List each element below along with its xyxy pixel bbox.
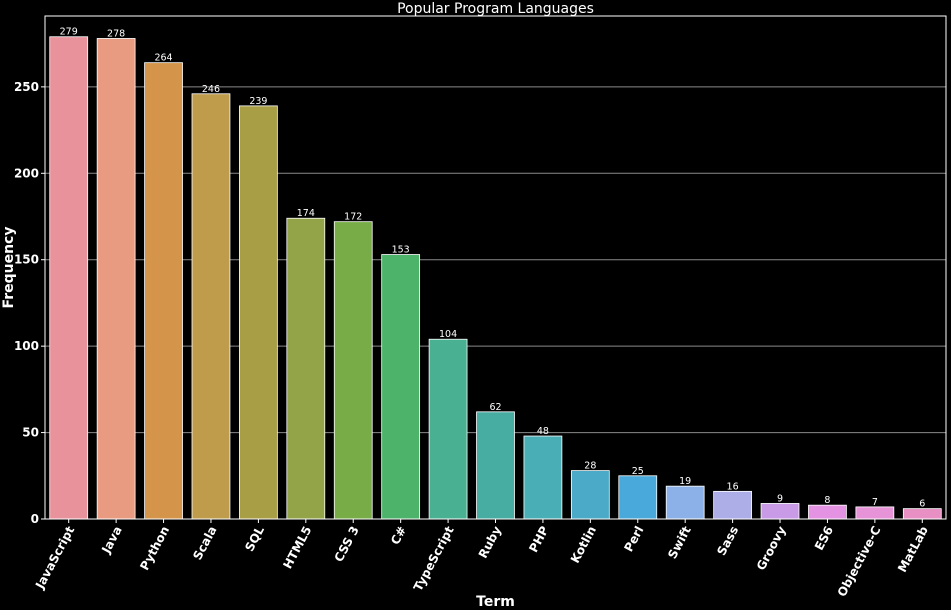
x-tick-label: Ruby xyxy=(476,524,504,561)
y-axis: 0 50 100 150 200 250 xyxy=(14,80,45,526)
y-tick-label: 200 xyxy=(14,166,39,180)
bar-value-label: 6 xyxy=(919,499,925,510)
bars xyxy=(49,36,942,520)
bar-kotlin xyxy=(570,470,610,520)
x-tick-label: JavaScript xyxy=(32,524,77,592)
bar-value-label: 7 xyxy=(872,497,878,508)
x-tick-label: SQL xyxy=(242,524,267,554)
bar-value-label: 9 xyxy=(777,493,783,504)
bar-value-label: 8 xyxy=(824,495,830,506)
bar-perl xyxy=(618,475,658,520)
x-tick-label: Python xyxy=(137,524,172,573)
bar-value-label: 104 xyxy=(439,329,457,340)
x-tick-label: C# xyxy=(388,524,409,547)
x-tick-label: Swift xyxy=(665,524,694,562)
x-tick-label: PHP xyxy=(526,524,551,555)
y-axis-label: Frequency xyxy=(1,227,17,309)
bar-value-label: 62 xyxy=(489,402,501,413)
bar-groovy xyxy=(760,503,800,520)
x-axis: JavaScript Java Python Scala SQL HTML5 CSS 3 C#… xyxy=(32,519,931,599)
bar-css-3 xyxy=(333,221,373,520)
bar-sql xyxy=(239,105,278,520)
bar-sass xyxy=(713,490,752,520)
bar-value-label: 246 xyxy=(202,84,220,95)
y-tick-label: 250 xyxy=(14,80,39,94)
x-tick-label: Scala xyxy=(190,524,219,562)
bar-value-label: 264 xyxy=(154,53,172,64)
x-tick-label: Perl xyxy=(621,524,646,554)
x-axis-label: Term xyxy=(476,594,515,610)
y-tick-label: 0 xyxy=(31,512,39,526)
y-tick-label: 100 xyxy=(14,339,39,353)
bar-ruby xyxy=(476,411,515,520)
bar-value-label: 278 xyxy=(107,28,125,39)
x-tick-label: MatLab xyxy=(895,523,931,574)
x-tick-label: Kotlin xyxy=(568,524,599,566)
x-tick-label: Objective-C xyxy=(835,524,884,599)
bar-php xyxy=(523,435,563,520)
bar-python xyxy=(144,62,183,520)
x-tick-label: HTML5 xyxy=(280,524,314,571)
bar-scala xyxy=(191,93,231,520)
bar-javascript xyxy=(49,36,89,520)
bar-value-label: 19 xyxy=(679,476,691,487)
bar-value-label: 48 xyxy=(537,426,549,437)
bar-value-label: 25 xyxy=(632,466,644,477)
bar-value-label: 172 xyxy=(344,212,362,223)
bar-c- xyxy=(381,254,421,520)
x-tick-label: Groovy xyxy=(754,524,789,573)
x-tick-label: ES6 xyxy=(812,524,836,553)
bar-value-label: 153 xyxy=(392,245,410,256)
y-tick-label: 150 xyxy=(14,253,39,267)
x-tick-label: Sass xyxy=(714,524,741,558)
bar-java xyxy=(96,38,136,520)
bar-value-label: 239 xyxy=(249,96,267,107)
bar-value-label: 279 xyxy=(60,27,78,38)
bar-value-label: 28 xyxy=(584,461,596,472)
bar-value-labels: 279 278 264 246 239 174 172 153 104 62 48 28 25 19 16 9… xyxy=(60,27,926,510)
bar-objective-c xyxy=(855,506,895,520)
bar-html5 xyxy=(286,217,326,520)
x-tick-label: TypeScript xyxy=(411,524,457,594)
bar-value-label: 16 xyxy=(727,481,739,492)
x-tick-label: CSS 3 xyxy=(332,524,362,564)
bar-typescript xyxy=(428,338,468,520)
x-tick-label: Java xyxy=(99,524,125,557)
y-tick-label: 50 xyxy=(22,426,39,440)
bar-es6 xyxy=(808,504,847,520)
bar-matlab xyxy=(902,508,942,520)
bar-value-label: 174 xyxy=(297,208,315,219)
bar-swift xyxy=(665,485,705,520)
chart-title: Popular Program Languages xyxy=(397,1,594,17)
